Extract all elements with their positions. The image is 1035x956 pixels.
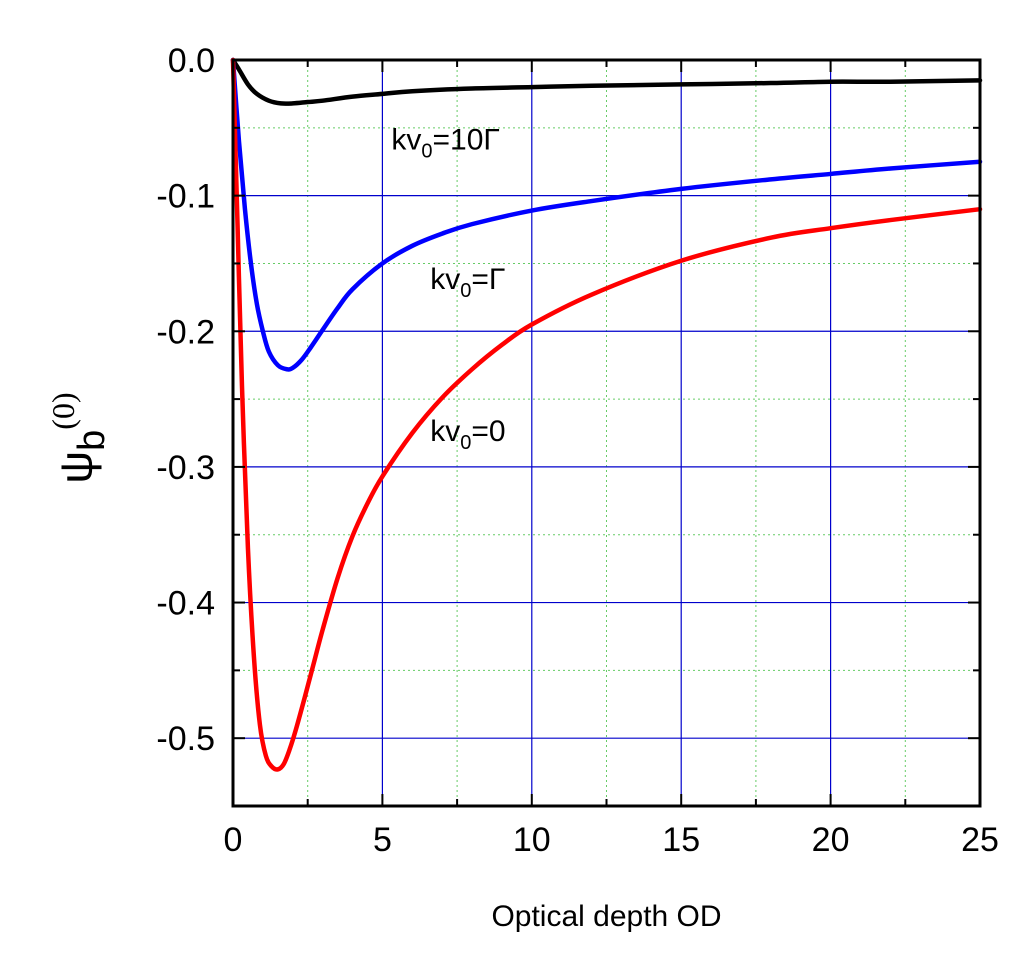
series-layer xyxy=(230,57,983,772)
annotation-prefix: kv xyxy=(430,415,460,448)
x-tick-label: 20 xyxy=(812,821,850,859)
curve-annotation-1: kv0=10Γ xyxy=(391,124,500,163)
y-axis-title: ψb(0) xyxy=(45,392,113,483)
x-axis-title: Optical depth OD xyxy=(491,900,721,933)
y-axis-title-sup: (0) xyxy=(45,392,81,429)
x-tick-label: 0 xyxy=(224,821,243,859)
x-tick-label: 15 xyxy=(662,821,700,859)
curve-annotation-2: kv0=Γ xyxy=(430,263,505,302)
annotation-suffix: =0 xyxy=(471,415,505,448)
curve-annotation-3: kv0=0 xyxy=(430,415,505,454)
y-axis-title-main: ψ xyxy=(50,451,102,484)
axis-ticks: 0 5 10 15 20 25 0.0 -0.1 -0.2 -0.3 -0.4 -0.5 xyxy=(156,42,999,859)
annotation-prefix: kv xyxy=(391,124,421,157)
y-tick-label: 0.0 xyxy=(168,42,215,80)
y-tick-label: -0.2 xyxy=(156,313,215,351)
y-tick-label: -0.3 xyxy=(156,449,215,487)
x-tick-label: 5 xyxy=(373,821,392,859)
grid xyxy=(233,60,980,807)
y-tick-label: -0.1 xyxy=(156,178,215,216)
series-line-1 xyxy=(230,57,983,106)
series-line-2 xyxy=(230,57,983,372)
x-tick-label: 10 xyxy=(513,821,551,859)
y-tick-label: -0.5 xyxy=(156,720,215,758)
annotation-suffix: =Γ xyxy=(471,263,505,296)
annotation-prefix: kv xyxy=(430,263,460,296)
y-tick-label: -0.4 xyxy=(156,585,215,623)
annotation-subscript: 0 xyxy=(421,141,432,163)
annotation-subscript: 0 xyxy=(460,432,471,454)
annotation-subscript: 0 xyxy=(460,280,471,302)
annotation-suffix: =10Γ xyxy=(432,124,499,157)
y-axis-title-sub: b xyxy=(71,430,113,451)
x-tick-label: 25 xyxy=(961,821,999,859)
series-line-3 xyxy=(230,57,983,772)
